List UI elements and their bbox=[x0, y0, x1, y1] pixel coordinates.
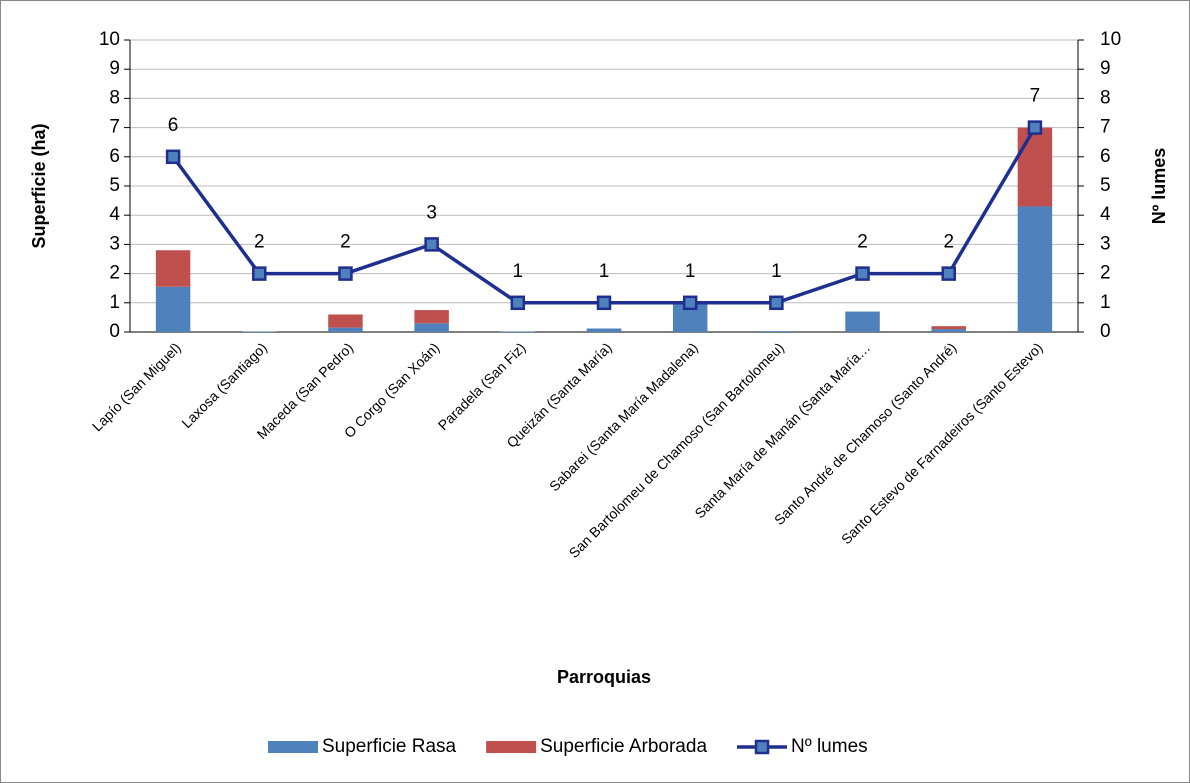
data-label: 1 bbox=[685, 261, 696, 282]
y-tick-label: 10 bbox=[99, 29, 120, 50]
data-label: 2 bbox=[254, 232, 265, 253]
data-label: 1 bbox=[771, 261, 782, 282]
y2-tick-label: 8 bbox=[1100, 87, 1111, 108]
data-label: 2 bbox=[340, 232, 351, 253]
line-marker bbox=[1027, 120, 1043, 135]
y-tick-label: 5 bbox=[109, 175, 120, 196]
data-label: 3 bbox=[426, 202, 437, 223]
y-tick-label: 7 bbox=[109, 117, 120, 138]
bar bbox=[500, 331, 536, 332]
y2-tick-label: 7 bbox=[1100, 117, 1111, 138]
y2-tick-label: 4 bbox=[1100, 204, 1111, 225]
line-marker bbox=[165, 149, 181, 165]
x-axis-title: Parroquias bbox=[557, 667, 651, 687]
y-tick-label: 8 bbox=[109, 87, 120, 108]
data-label: 2 bbox=[943, 232, 954, 253]
y2-tick-label: 9 bbox=[1100, 58, 1111, 79]
data-label: 1 bbox=[513, 261, 524, 282]
y2-tick-label: 10 bbox=[1100, 29, 1121, 50]
bar bbox=[328, 327, 363, 332]
legend-label: Superficie Rasa bbox=[322, 736, 457, 757]
y2-tick-label: 6 bbox=[1100, 146, 1111, 167]
legend-label: Superficie Arborada bbox=[540, 736, 707, 757]
bar bbox=[414, 323, 449, 332]
y-tick-label: 6 bbox=[109, 146, 120, 167]
line-marker bbox=[769, 295, 784, 311]
y-tick-label: 0 bbox=[109, 321, 120, 342]
bar bbox=[155, 250, 191, 287]
legend-swatch bbox=[268, 741, 318, 753]
line-marker bbox=[596, 295, 612, 311]
data-label: 2 bbox=[857, 232, 868, 253]
line-marker bbox=[510, 295, 526, 311]
y-tick-label: 4 bbox=[109, 204, 120, 225]
bar bbox=[931, 329, 966, 332]
bar bbox=[242, 331, 277, 332]
line-marker bbox=[252, 266, 267, 281]
data-label: 7 bbox=[1030, 86, 1041, 107]
y-tick-label: 1 bbox=[109, 292, 120, 313]
legend-label: Nº lumes bbox=[791, 736, 868, 757]
y2-tick-label: 3 bbox=[1100, 233, 1111, 254]
line-marker bbox=[855, 266, 870, 281]
y-tick-label: 3 bbox=[109, 233, 120, 254]
bar bbox=[414, 310, 449, 324]
y2-tick-label: 5 bbox=[1100, 175, 1111, 196]
bar bbox=[759, 331, 794, 332]
line-marker bbox=[941, 266, 956, 281]
legend-swatch bbox=[486, 741, 537, 753]
y2-tick-label: 0 bbox=[1100, 321, 1111, 342]
bar bbox=[1017, 206, 1053, 332]
line-marker bbox=[338, 266, 353, 281]
bar bbox=[845, 311, 880, 332]
y2-axis-title: Nº lumes bbox=[1149, 148, 1169, 225]
y-axis-title: Superficie (ha) bbox=[29, 123, 49, 248]
y-tick-label: 9 bbox=[109, 58, 120, 79]
bar bbox=[1017, 127, 1053, 207]
bar bbox=[586, 328, 622, 332]
line-marker bbox=[682, 295, 698, 311]
bar bbox=[328, 314, 363, 328]
bar bbox=[155, 286, 191, 332]
line-marker bbox=[424, 237, 439, 252]
data-label: 6 bbox=[168, 115, 179, 136]
legend-marker bbox=[754, 739, 770, 755]
y-tick-label: 2 bbox=[109, 263, 120, 284]
data-label: 1 bbox=[599, 261, 610, 282]
y2-tick-label: 1 bbox=[1100, 292, 1111, 313]
y2-tick-label: 2 bbox=[1100, 263, 1111, 284]
bar bbox=[931, 326, 966, 330]
